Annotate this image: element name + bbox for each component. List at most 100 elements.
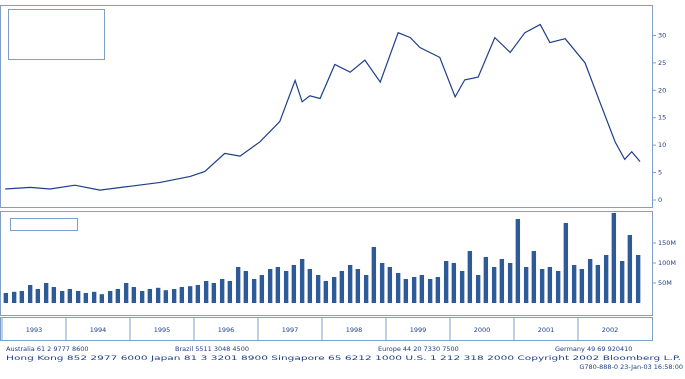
- volume-bar: [339, 271, 345, 303]
- volume-bar: [523, 267, 529, 303]
- volume-legend-box: [10, 218, 78, 231]
- volume-bar: [291, 265, 297, 303]
- x-tick-label: 2002: [602, 326, 619, 334]
- volume-bar: [435, 277, 441, 303]
- y-tick-label: 0: [658, 196, 662, 204]
- legend-box: [8, 9, 105, 60]
- volume-bar: [491, 267, 497, 303]
- volume-bar: [459, 271, 465, 303]
- volume-bar: [395, 273, 401, 303]
- price-line: [5, 23, 641, 191]
- y-tick-label: 20: [658, 86, 666, 94]
- volume-bar: [635, 255, 641, 303]
- volume-bar: [499, 259, 505, 303]
- volume-bar: [475, 275, 481, 303]
- volume-bar: [131, 287, 137, 303]
- volume-bar: [467, 251, 473, 303]
- volume-bar: [611, 213, 617, 303]
- volume-bar: [243, 271, 249, 303]
- volume-bar: [219, 279, 225, 303]
- volume-bar: [107, 291, 113, 303]
- volume-bar: [507, 263, 513, 303]
- volume-bar: [563, 223, 569, 303]
- volume-bar: [323, 281, 329, 303]
- volume-bar: [275, 267, 281, 303]
- volume-bar: [379, 263, 385, 303]
- year-strip: [0, 317, 653, 341]
- x-tick-label: 1995: [154, 326, 171, 334]
- volume-bar: [331, 277, 337, 303]
- footer-text: Australia 61 2 9777 8600: [6, 345, 89, 353]
- volume-bar: [67, 289, 73, 303]
- volume-bar: [451, 263, 457, 303]
- volume-bar: [403, 279, 409, 303]
- footer-text: Germany 49 69 920410: [555, 345, 632, 353]
- volume-bar: [59, 291, 65, 303]
- volume-bar: [3, 293, 9, 303]
- volume-bar: [443, 261, 449, 303]
- volume-bar: [547, 267, 553, 303]
- volume-bar: [83, 293, 89, 303]
- y-tick-label: 15: [658, 114, 666, 122]
- x-tick-label: 1994: [90, 326, 107, 334]
- volume-bar: [267, 269, 273, 303]
- price-panel: [0, 5, 653, 208]
- volume-bar: [203, 281, 209, 303]
- volume-bar: [531, 251, 537, 303]
- volume-bar: [227, 281, 233, 303]
- y-tick-label: 25: [658, 59, 666, 67]
- volume-bar: [315, 275, 321, 303]
- volume-bar: [419, 275, 425, 303]
- volume-bar: [483, 257, 489, 303]
- x-tick-label: 1996: [218, 326, 235, 334]
- volume-bar: [307, 269, 313, 303]
- y-tick-label: 100M: [658, 259, 676, 267]
- volume-bar: [11, 291, 17, 303]
- y-tick-label: 30: [658, 31, 666, 39]
- volume-bar: [603, 255, 609, 303]
- x-tick-label: 2001: [538, 326, 555, 334]
- volume-bar: [187, 286, 193, 303]
- volume-bar: [91, 291, 97, 303]
- footer-text: G780-888-0 23-Jan-03 16:58:00: [579, 363, 683, 371]
- volume-bar: [115, 289, 121, 303]
- volume-bar: [363, 275, 369, 303]
- footer-text: Europe 44 20 7330 7500: [378, 345, 459, 353]
- volume-bar: [347, 265, 353, 303]
- volume-bar: [147, 289, 153, 303]
- volume-bar: [587, 259, 593, 303]
- volume-bar: [51, 287, 57, 303]
- volume-bar: [139, 291, 145, 303]
- x-tick-label: 1997: [282, 326, 299, 334]
- y-tick-label: 5: [658, 169, 662, 177]
- x-tick-label: 1999: [410, 326, 427, 334]
- footer-text: Brazil 5511 3048 4500: [175, 345, 249, 353]
- volume-bar: [19, 291, 25, 303]
- volume-bar: [627, 235, 633, 303]
- volume-bar: [539, 269, 545, 303]
- volume-bar: [75, 291, 81, 303]
- volume-bar: [571, 265, 577, 303]
- y-tick-label: 10: [658, 141, 666, 149]
- volume-bar: [35, 289, 41, 303]
- volume-bar: [235, 267, 241, 303]
- volume-bar: [355, 269, 361, 303]
- x-tick-label: 2000: [474, 326, 491, 334]
- x-tick-label: 1998: [346, 326, 363, 334]
- y-tick-label: 150M: [658, 239, 676, 247]
- volume-bar: [179, 287, 185, 303]
- footer-text: Hong Kong 852 2977 6000 Japan 81 3 3201 …: [6, 354, 681, 362]
- volume-bar: [555, 271, 561, 303]
- volume-bar: [171, 289, 177, 303]
- volume-bar: [619, 261, 625, 303]
- footer: Australia 61 2 9777 8600 Brazil 5511 304…: [6, 345, 683, 371]
- volume-bar: [211, 283, 217, 303]
- volume-bar: [123, 283, 129, 303]
- volume-bar: [251, 279, 257, 303]
- volume-bar: [579, 269, 585, 303]
- volume-bar: [387, 267, 393, 303]
- volume-bar: [259, 275, 265, 303]
- volume-bar: [27, 285, 33, 303]
- volume-bar: [595, 265, 601, 303]
